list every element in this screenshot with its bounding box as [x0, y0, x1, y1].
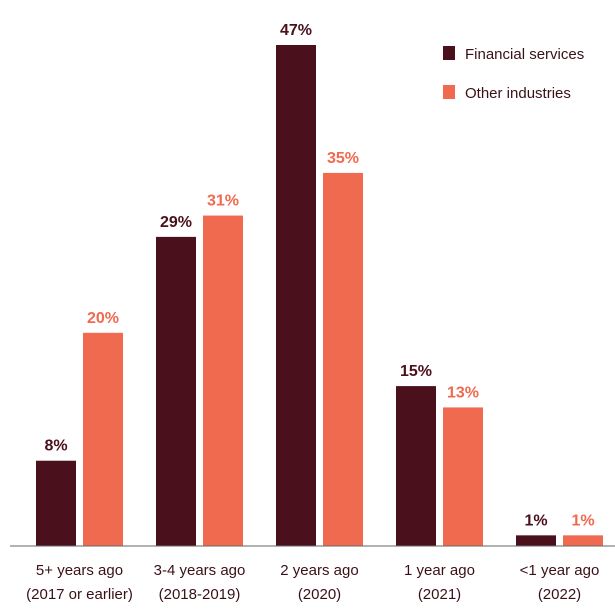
value-label-financial-services-4: 1%: [524, 512, 547, 529]
bar-financial-services-2: [276, 45, 316, 546]
bar-financial-services-3: [396, 386, 436, 546]
value-label-financial-services-2: 47%: [280, 22, 312, 39]
category-labels-group: 5+ years ago (2017 or earlier) 3-4 years a…: [26, 562, 599, 603]
value-label-other-industries-1: 31%: [207, 193, 239, 210]
category-label-3-line-1: (2021): [418, 586, 461, 603]
category-label-4-line-0: <1 year ago: [520, 562, 600, 579]
category-label-0-line-1: (2017 or earlier): [26, 586, 133, 603]
bar-other-industries-4: [563, 535, 603, 546]
category-label-1-line-0: 3-4 years ago: [154, 562, 246, 579]
chart-legend: Financial services Other industries: [443, 46, 584, 102]
legend-label-other-industries: Other industries: [465, 85, 571, 102]
value-label-financial-services-3: 15%: [400, 363, 432, 380]
bar-other-industries-1: [203, 215, 243, 546]
bar-other-industries-3: [443, 407, 483, 546]
value-label-financial-services-0: 8%: [44, 438, 67, 455]
bars-group: [36, 45, 603, 546]
bar-financial-services-0: [36, 460, 76, 546]
category-label-2-line-1: (2020): [298, 586, 341, 603]
category-label-2-line-0: 2 years ago: [280, 562, 358, 579]
bar-financial-services-4: [516, 535, 556, 546]
value-label-other-industries-0: 20%: [87, 310, 119, 327]
category-label-4-line-1: (2022): [538, 586, 581, 603]
value-label-other-industries-3: 13%: [447, 384, 479, 401]
value-label-financial-services-1: 29%: [160, 214, 192, 231]
value-label-other-industries-2: 35%: [327, 150, 359, 167]
category-label-3-line-0: 1 year ago: [404, 562, 475, 579]
value-labels-group: 8% 20% 29% 31% 47% 35% 15% 13% 1% 1%: [44, 22, 594, 529]
category-label-1-line-1: (2018-2019): [159, 586, 241, 603]
legend-swatch-financial-services: [443, 46, 455, 60]
bar-other-industries-0: [83, 332, 123, 546]
legend-swatch-other-industries: [443, 85, 455, 99]
bar-financial-services-1: [156, 236, 196, 546]
bar-other-industries-2: [323, 172, 363, 546]
legend-label-financial-services: Financial services: [465, 46, 584, 63]
value-label-other-industries-4: 1%: [571, 512, 594, 529]
category-label-0-line-0: 5+ years ago: [36, 562, 123, 579]
